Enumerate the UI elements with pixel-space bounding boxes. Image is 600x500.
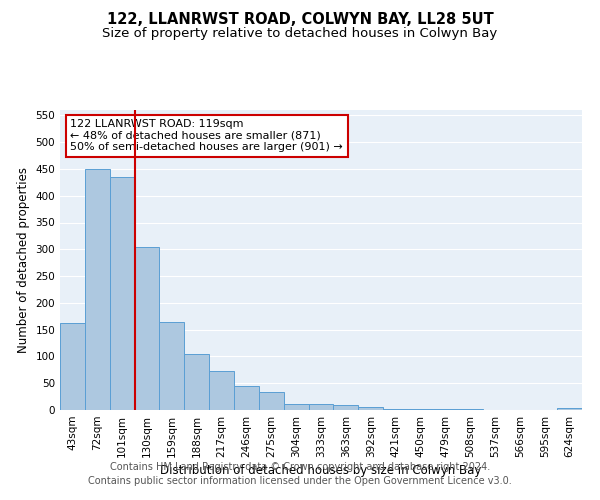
Bar <box>557 408 582 410</box>
Bar <box>259 392 284 410</box>
Bar <box>358 408 383 410</box>
Bar <box>160 322 184 410</box>
Text: 122 LLANRWST ROAD: 119sqm
← 48% of detached houses are smaller (871)
50% of semi: 122 LLANRWST ROAD: 119sqm ← 48% of detac… <box>70 119 343 152</box>
Text: Contains HM Land Registry data © Crown copyright and database right 2024.: Contains HM Land Registry data © Crown c… <box>110 462 490 472</box>
Text: Size of property relative to detached houses in Colwyn Bay: Size of property relative to detached ho… <box>103 28 497 40</box>
Bar <box>110 177 134 410</box>
Text: Contains public sector information licensed under the Open Government Licence v3: Contains public sector information licen… <box>88 476 512 486</box>
Bar <box>284 404 308 410</box>
Bar <box>209 372 234 410</box>
Bar <box>308 404 334 410</box>
Bar <box>234 386 259 410</box>
Bar <box>334 405 358 410</box>
Bar <box>184 354 209 410</box>
Bar <box>134 246 160 410</box>
Bar <box>60 322 85 410</box>
Y-axis label: Number of detached properties: Number of detached properties <box>17 167 30 353</box>
X-axis label: Distribution of detached houses by size in Colwyn Bay: Distribution of detached houses by size … <box>160 464 482 477</box>
Bar <box>85 169 110 410</box>
Text: 122, LLANRWST ROAD, COLWYN BAY, LL28 5UT: 122, LLANRWST ROAD, COLWYN BAY, LL28 5UT <box>107 12 493 28</box>
